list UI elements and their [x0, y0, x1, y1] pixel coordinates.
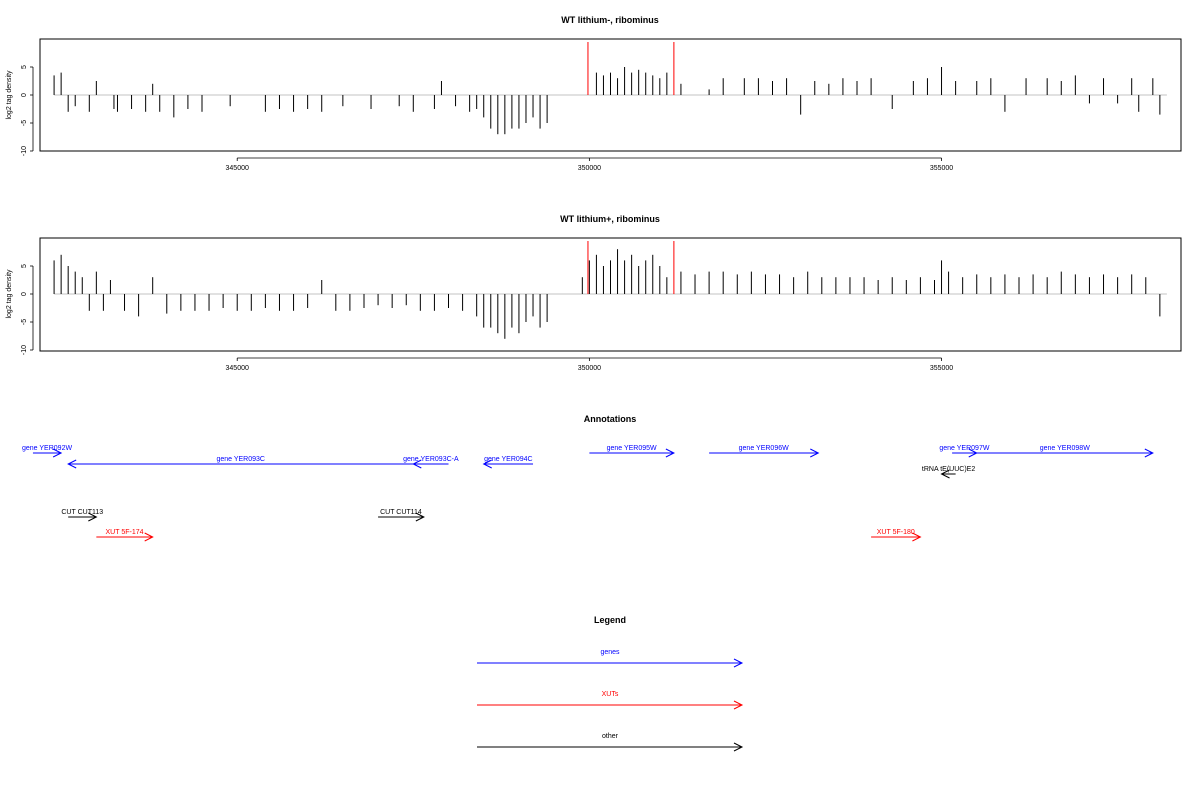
- x-tick-label: 355000: [930, 165, 953, 172]
- y-axis-label: log2 tag density: [6, 269, 13, 319]
- x-axis: 345000 350000 355000: [226, 357, 953, 372]
- legend-gene-arrow: [477, 658, 744, 668]
- legend-items: genes XUTs other: [477, 649, 744, 752]
- xut-label: XUT 5F-180: [877, 529, 915, 536]
- gene-label: gene YER092W: [22, 445, 72, 452]
- y-axis: -10 -5 0 5: [21, 264, 34, 355]
- y-tick-label: -5: [21, 120, 28, 126]
- gene-arrow: [976, 448, 1154, 458]
- gene-label: gene YER096W: [739, 445, 789, 452]
- xut-arrow: [871, 532, 922, 542]
- gene-arrow: [67, 459, 414, 469]
- y-tick-label: -5: [21, 319, 28, 325]
- plot-frame: [39, 38, 1182, 152]
- gene-arrow: [482, 459, 534, 469]
- panel-title: WT lithium-, ribominus: [561, 15, 659, 25]
- track-panel-lithium-minus: WT lithium-, ribominus log2 tag density …: [6, 15, 1182, 172]
- other-feature-arrow: [378, 512, 425, 522]
- legend-xut-label: XUTs: [602, 691, 619, 698]
- y-tick-label: -10: [21, 146, 28, 156]
- annotations-title: Annotations: [584, 414, 637, 424]
- gene-label: gene YER097W: [939, 445, 989, 452]
- other-feature-arrow: [68, 512, 98, 522]
- legend-title: Legend: [594, 615, 626, 625]
- track-panel-lithium-plus: WT lithium+, ribominus log2 tag density …: [6, 214, 1182, 372]
- gene-label: gene YER093C-A: [403, 456, 459, 463]
- gene-label: gene YER098W: [1040, 445, 1090, 452]
- annotation-features: gene YER092W gene YER093C gene YER093C-A ge…: [22, 445, 1154, 542]
- panel-title: WT lithium+, ribominus: [560, 214, 660, 224]
- x-tick-label: 355000: [930, 365, 953, 372]
- legend-other-label: other: [602, 733, 619, 740]
- x-tick-label: 345000: [226, 165, 249, 172]
- x-tick-label: 350000: [578, 365, 601, 372]
- legend: Legend genes XUTs other: [477, 615, 744, 752]
- region-markers: [587, 241, 675, 294]
- xut-label: XUT 5F-174: [106, 529, 144, 536]
- gene-arrow: [589, 448, 676, 458]
- gene-label: gene YER095W: [607, 445, 657, 452]
- y-tick-label: -10: [21, 345, 28, 355]
- y-tick-label: 5: [21, 65, 28, 69]
- other-feature-label: CUT CUT113: [61, 509, 103, 516]
- plot-frame: [39, 237, 1182, 352]
- y-tick-label: 5: [21, 264, 28, 268]
- other-feature-label: CUT CUT114: [380, 509, 422, 516]
- x-axis: 345000 350000 355000: [226, 157, 953, 172]
- x-tick-label: 345000: [226, 365, 249, 372]
- y-tick-label: 0: [21, 93, 28, 97]
- region-markers: [587, 42, 675, 95]
- y-axis: -10 -5 0 5: [21, 65, 34, 156]
- gene-label: gene YER094C: [484, 456, 533, 463]
- signal-bars: [53, 67, 1167, 135]
- legend-xut-arrow: [477, 700, 744, 710]
- legend-gene-label: genes: [600, 649, 620, 656]
- gene-arrow: [412, 459, 449, 469]
- gene-arrow: [709, 448, 820, 458]
- other-feature-arrow: [940, 469, 956, 479]
- y-tick-label: 0: [21, 292, 28, 296]
- legend-other-arrow: [477, 742, 744, 752]
- x-tick-label: 350000: [578, 165, 601, 172]
- signal-bars: [53, 249, 1167, 339]
- gene-label: gene YER093C: [216, 456, 265, 463]
- gene-arrow: [32, 448, 63, 458]
- xut-arrow: [96, 532, 154, 542]
- other-feature-label: tRNA tE(UUC)E2: [922, 466, 975, 473]
- y-axis-label: log2 tag density: [6, 70, 13, 120]
